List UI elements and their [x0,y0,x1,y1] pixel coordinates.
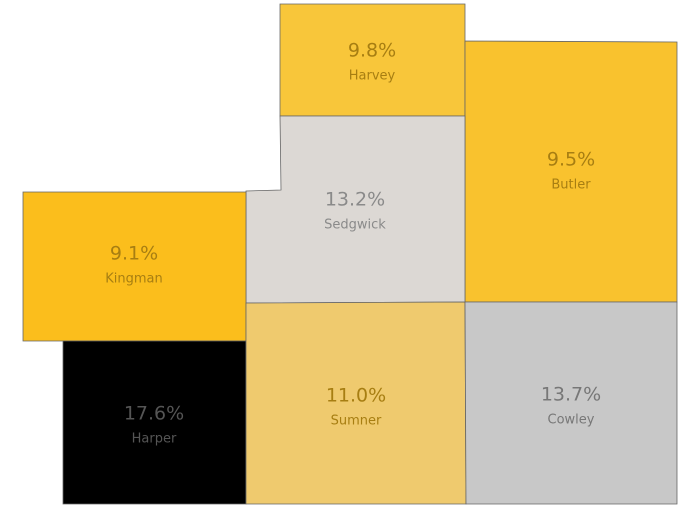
county-name: Harvey [349,69,396,84]
county-value: 13.7% [541,384,601,406]
county [464,301,678,505]
county-name: Harper [132,432,177,447]
county-value: 17.6% [124,403,184,425]
county-value: 9.5% [547,149,595,171]
county-name: Sumner [331,414,382,429]
county [464,40,678,303]
county-value: 11.0% [326,385,386,407]
county-value: 9.8% [348,40,396,62]
county-name: Cowley [548,413,595,428]
county-name: Butler [551,178,591,193]
county-value: 13.2% [325,189,385,211]
county-name: Kingman [105,272,163,287]
county [22,191,247,342]
county-name: Sedgwick [324,218,386,233]
county-value: 9.1% [110,243,158,265]
